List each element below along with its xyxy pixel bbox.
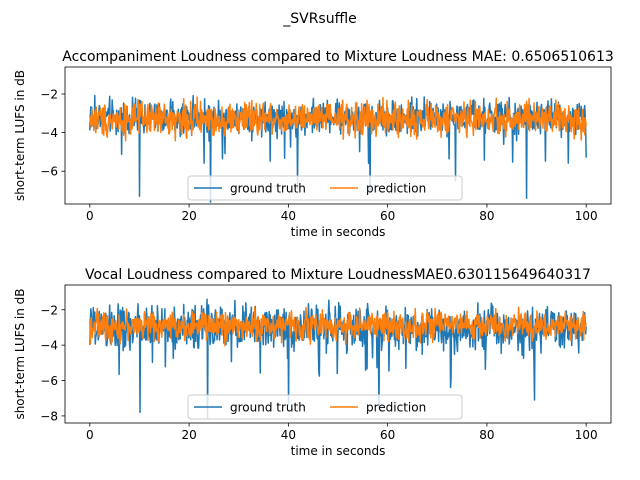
axes-frame	[64, 284, 612, 424]
y-tick-label: −2	[40, 303, 58, 317]
legend-label: prediction	[366, 182, 426, 196]
legend-label: ground truth	[230, 182, 306, 196]
chart-title: Vocal Loudness compared to Mixture Loudn…	[85, 267, 591, 283]
legend-frame	[187, 175, 463, 201]
x-tick-label: 60	[380, 428, 395, 442]
plot-area	[89, 94, 587, 203]
y-tick-label: −4	[40, 339, 58, 353]
x-tick-label: 80	[479, 428, 494, 442]
x-tick-label: 20	[181, 209, 196, 223]
chart-title: Accompaniment Loudness compared to Mixtu…	[62, 49, 614, 65]
chart-2: 0 20 40 60 80 100 −8 −6 −4 −2 Vocal Loudness compa…	[13, 267, 612, 458]
series-line-prediction	[89, 306, 587, 347]
x-axis-label: time in seconds	[291, 225, 386, 239]
y-tick-label: −6	[40, 165, 58, 179]
x-tick-label: 100	[575, 209, 598, 223]
y-tick-label: −2	[40, 88, 58, 102]
y-tick-label: −6	[40, 374, 58, 388]
chart-1: 0 20 40 60 80 100 −6 −4 −2 Accompaniment Loudness…	[13, 49, 614, 239]
axes-frame	[64, 66, 612, 205]
x-tick-label: 80	[479, 209, 494, 223]
y-axis-label: short-term LUFS in dB	[13, 70, 27, 201]
legend: ground truth prediction	[187, 394, 463, 420]
x-tick-label: 20	[181, 428, 196, 442]
x-tick-label: 40	[281, 209, 296, 223]
plot-area	[89, 298, 587, 419]
y-tick-label: −4	[40, 126, 58, 140]
legend-label: prediction	[366, 401, 426, 415]
legend: ground truth prediction	[187, 175, 463, 201]
y-axis-label: short-term LUFS in dB	[13, 288, 27, 419]
legend-frame	[187, 394, 463, 420]
y-tick-label: −8	[40, 409, 58, 423]
legend-label: ground truth	[230, 401, 306, 415]
x-tick-label: 100	[575, 428, 598, 442]
x-tick-label: 40	[281, 428, 296, 442]
x-axis-label: time in seconds	[291, 444, 386, 458]
x-tick-label: 0	[86, 428, 94, 442]
x-tick-label: 60	[380, 209, 395, 223]
figure-title: _SVRsuffle	[282, 11, 357, 27]
series-line-prediction	[89, 96, 587, 142]
x-tick-label: 0	[86, 209, 94, 223]
